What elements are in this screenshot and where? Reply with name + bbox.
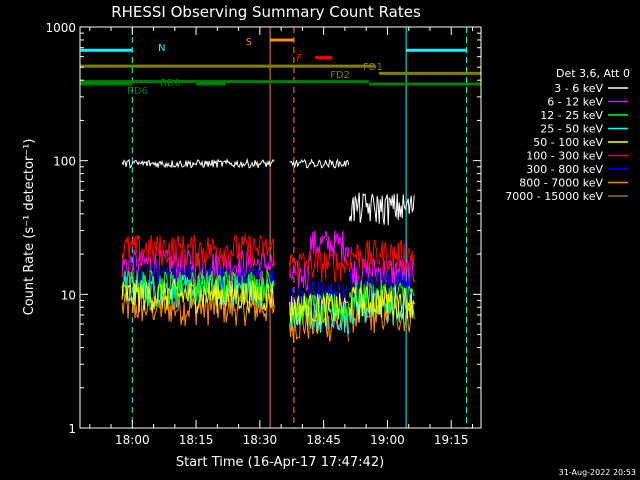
series-1-segment-2 (308, 230, 350, 263)
legend-label-6: 300 - 800 keV (526, 163, 603, 176)
x-tick-label-4: 19:00 (370, 433, 405, 447)
legend-label-8: 7000 - 15000 keV (505, 190, 603, 203)
legend-label-2: 12 - 25 keV (540, 109, 603, 122)
flag-label-S: S (246, 37, 252, 48)
legend-entry-7: 800 - 7000 keV (519, 177, 628, 190)
flag-label-N: N (158, 43, 165, 54)
series-5-segment-1 (289, 249, 350, 283)
series-1-segment-1 (289, 260, 310, 292)
series-5-segment-0 (121, 234, 275, 268)
series-0-segment-1 (289, 158, 350, 169)
legend-title: Det 3,6, Att 0 (556, 67, 630, 80)
series-5-segment-2 (348, 239, 415, 273)
footer-timestamp: 31-Aug-2022 20:53 (559, 468, 636, 477)
axes: 1 10 100 1000 18:00 18:15 18:30 18:45 19:00 19:15 (45, 21, 482, 447)
plot-area: N S F FD1 FD2 RD0 RD6 (79, 27, 481, 428)
series-4-segment-1 (289, 292, 349, 326)
flag-label-RD6: RD6 (127, 86, 148, 97)
legend-label-1: 6 - 12 keV (547, 96, 603, 109)
plot-frame (79, 26, 482, 429)
flag-label-F: F (296, 53, 302, 64)
series-0-segment-2 (348, 192, 415, 226)
x-tick-label-1: 18:15 (179, 433, 214, 447)
legend-entry-6: 300 - 800 keV (526, 163, 628, 176)
x-tick-label-5: 19:15 (434, 433, 469, 447)
y-tick-label-3: 1000 (45, 21, 76, 35)
legend-label-0: 3 - 6 keV (554, 82, 603, 95)
y-tick-label-2: 100 (53, 155, 76, 169)
legend-entry-4: 50 - 100 keV (533, 136, 628, 149)
legend-label-7: 800 - 7000 keV (519, 177, 603, 190)
x-tick-label-2: 18:30 (243, 433, 278, 447)
series-4-segment-2 (348, 285, 415, 320)
series-4-segment-0 (121, 278, 275, 315)
legend-entry-5: 100 - 300 keV (526, 150, 628, 163)
flag-label-RD0: RD0 (160, 78, 181, 89)
y-tick-label-1: 10 (61, 288, 76, 302)
y-tick-label-0: 1 (68, 422, 76, 436)
x-tick-label-3: 18:45 (306, 433, 341, 447)
series-0-segment-0 (121, 157, 275, 169)
x-axis-label: Start Time (16-Apr-17 17:47:42) (176, 455, 384, 470)
legend-entry-0: 3 - 6 keV (554, 82, 628, 95)
legend-entry-2: 12 - 25 keV (540, 109, 628, 122)
legend-entry-1: 6 - 12 keV (547, 96, 628, 109)
legend-label-5: 100 - 300 keV (526, 150, 603, 163)
legend-entry-3: 25 - 50 keV (540, 123, 628, 136)
x-tick-label-0: 18:00 (115, 433, 150, 447)
legend-label-4: 50 - 100 keV (533, 136, 603, 149)
y-axis-label: Count Rate (s⁻¹ detector⁻¹) (22, 139, 37, 316)
flag-label-FD1: FD1 (363, 62, 383, 73)
flag-label-FD2: FD2 (330, 70, 350, 81)
chart-title: RHESSI Observing Summary Count Rates (111, 3, 421, 21)
legend-entry-8: 7000 - 15000 keV (505, 190, 628, 203)
series-1-segment-0 (121, 249, 275, 283)
legend-label-3: 25 - 50 keV (540, 123, 603, 136)
series-3-segment-0 (121, 273, 275, 309)
